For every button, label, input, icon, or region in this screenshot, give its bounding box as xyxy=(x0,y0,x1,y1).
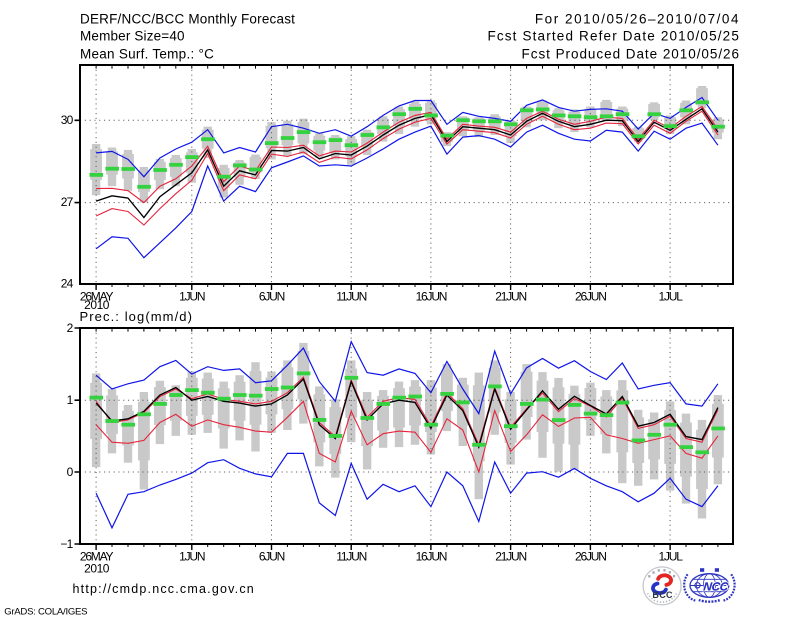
svg-text:For 2010/05/26–2010/07/04: For 2010/05/26–2010/07/04 xyxy=(535,11,740,26)
svg-text:Member Size=40: Member Size=40 xyxy=(80,29,185,44)
svg-text:2: 2 xyxy=(67,321,74,335)
svg-text:11JUN: 11JUN xyxy=(336,290,366,304)
svg-text:26MAY: 26MAY xyxy=(80,290,114,304)
svg-text:1JUN: 1JUN xyxy=(179,290,205,304)
svg-text:http://cmdp.ncc.cma.gov.cn: http://cmdp.ncc.cma.gov.cn xyxy=(73,582,255,596)
svg-text:Prec.: log(mm/d): Prec.: log(mm/d) xyxy=(80,309,194,324)
svg-text:21JUN: 21JUN xyxy=(495,550,526,564)
svg-text:−1: −1 xyxy=(60,537,73,551)
svg-text:1: 1 xyxy=(67,393,74,407)
svg-text:11JUN: 11JUN xyxy=(336,550,366,564)
svg-text:DERF/NCC/BCC Monthly Forecast: DERF/NCC/BCC Monthly Forecast xyxy=(80,11,295,26)
svg-text:BCC: BCC xyxy=(652,590,673,600)
svg-text:26JUN: 26JUN xyxy=(575,550,606,564)
svg-text:24: 24 xyxy=(61,277,74,291)
svg-text:6JUN: 6JUN xyxy=(259,290,285,304)
svg-text:1JUL: 1JUL xyxy=(658,290,683,304)
svg-text:1JUL: 1JUL xyxy=(658,550,683,564)
svg-text:0: 0 xyxy=(67,465,74,479)
svg-text:Fcst Produced Date 2010/05/26: Fcst Produced Date 2010/05/26 xyxy=(522,47,740,62)
svg-text:NCC: NCC xyxy=(703,580,730,594)
svg-text:16JUN: 16JUN xyxy=(416,550,447,564)
svg-text:2010: 2010 xyxy=(84,298,110,312)
svg-text:2010: 2010 xyxy=(84,561,110,575)
svg-text:Mean Surf. Temp.: °C: Mean Surf. Temp.: °C xyxy=(80,47,214,62)
svg-text:16JUN: 16JUN xyxy=(416,290,447,304)
svg-text:26JUN: 26JUN xyxy=(575,290,606,304)
svg-text:30: 30 xyxy=(61,113,74,127)
svg-text:21JUN: 21JUN xyxy=(495,290,526,304)
svg-text:GrADS: COLA/IGES: GrADS: COLA/IGES xyxy=(4,607,87,618)
svg-text:6JUN: 6JUN xyxy=(259,550,285,564)
svg-text:1JUN: 1JUN xyxy=(179,550,205,564)
svg-text:27: 27 xyxy=(61,195,74,209)
svg-text:NCC: NCC xyxy=(703,580,730,594)
svg-text:26MAY: 26MAY xyxy=(80,550,114,564)
svg-text:Fcst Started Refer Date 2010/0: Fcst Started Refer Date 2010/05/25 xyxy=(487,29,740,44)
